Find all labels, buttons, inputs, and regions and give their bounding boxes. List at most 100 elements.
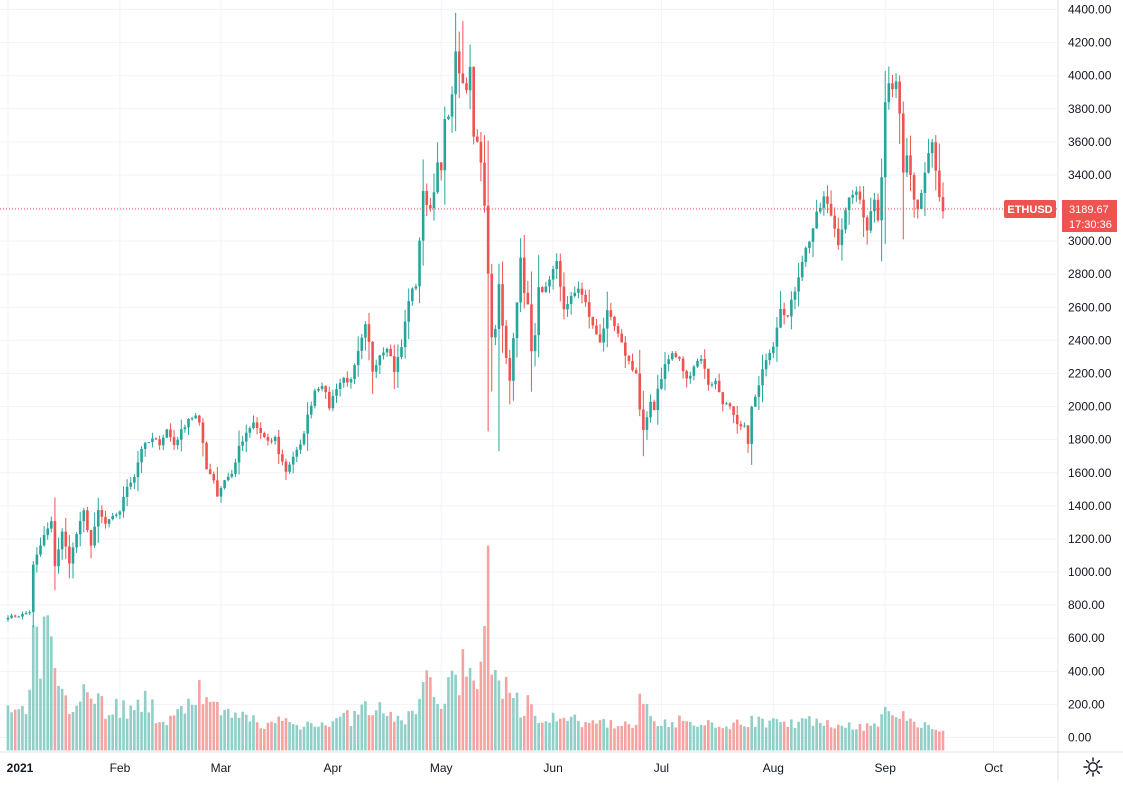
candle-body bbox=[313, 390, 317, 406]
volume-bar bbox=[165, 725, 169, 751]
candle-body bbox=[826, 196, 829, 204]
x-tick-label: Oct bbox=[984, 761, 1003, 775]
candle-body bbox=[645, 417, 649, 430]
candle-body bbox=[642, 409, 645, 430]
candle-body bbox=[855, 191, 858, 195]
candle-body bbox=[577, 288, 580, 293]
volume-bar bbox=[161, 721, 165, 751]
candle-body bbox=[194, 415, 198, 419]
x-tick-label: Jul bbox=[654, 761, 669, 775]
candle-body bbox=[270, 440, 273, 442]
candle-body bbox=[551, 269, 555, 280]
candle-body bbox=[822, 196, 826, 208]
volume-bar bbox=[129, 705, 133, 751]
candle-body bbox=[291, 456, 295, 465]
volume-bar bbox=[385, 715, 389, 751]
candle-body bbox=[609, 310, 613, 317]
volume-bar bbox=[122, 700, 125, 751]
candle-body bbox=[389, 348, 392, 357]
volume-bar bbox=[725, 726, 728, 751]
candle-body bbox=[930, 142, 934, 154]
y-tick-label: 4400.00 bbox=[1068, 3, 1112, 17]
volume-bar bbox=[371, 715, 374, 751]
y-tick-label: 2200.00 bbox=[1068, 367, 1112, 381]
volume-bar bbox=[732, 722, 735, 751]
candle-body bbox=[735, 414, 739, 425]
volume-bar bbox=[826, 720, 829, 751]
volume-bar bbox=[194, 705, 198, 751]
candle-body bbox=[934, 142, 938, 171]
volume-bar bbox=[920, 727, 923, 751]
candle-body bbox=[436, 162, 439, 193]
candle-body bbox=[761, 369, 764, 386]
candle-body bbox=[927, 153, 930, 173]
candle-body bbox=[624, 342, 627, 356]
candle-body bbox=[281, 454, 284, 462]
volume-bar bbox=[400, 720, 403, 751]
candle-body bbox=[454, 51, 457, 95]
volume-bar bbox=[429, 677, 432, 751]
volume-bar bbox=[439, 708, 443, 751]
candle-body bbox=[212, 474, 216, 481]
candle-body bbox=[486, 205, 490, 274]
candle-body bbox=[432, 192, 436, 209]
volume-bar bbox=[938, 731, 941, 751]
candle-body bbox=[68, 546, 71, 564]
candle-body bbox=[905, 155, 909, 173]
candle-body bbox=[584, 294, 587, 303]
volume-bar bbox=[746, 727, 750, 751]
volume-bar bbox=[414, 714, 418, 751]
volume-bar bbox=[313, 726, 317, 751]
volume-bar bbox=[133, 710, 136, 751]
candle-body bbox=[86, 510, 89, 531]
grid-layer bbox=[0, 0, 1058, 752]
candle-body bbox=[259, 428, 262, 434]
candle-body bbox=[309, 405, 313, 415]
candle-body bbox=[104, 516, 107, 524]
volume-bar bbox=[39, 678, 42, 751]
candle-body bbox=[472, 66, 475, 137]
volume-bar bbox=[100, 696, 104, 751]
candle-body bbox=[696, 360, 699, 367]
volume-bar bbox=[559, 718, 562, 751]
volume-bar bbox=[356, 714, 360, 751]
volume-bar bbox=[772, 718, 775, 751]
volume-bar bbox=[176, 709, 179, 751]
volume-bar bbox=[865, 723, 869, 751]
volume-bar bbox=[407, 711, 411, 751]
volume-bar bbox=[136, 699, 140, 751]
volume-bar bbox=[912, 721, 916, 751]
candle-body bbox=[699, 358, 703, 361]
candle-body bbox=[118, 511, 122, 515]
volume-bar bbox=[382, 713, 385, 751]
volume-bar bbox=[761, 718, 764, 751]
candle-body bbox=[418, 240, 421, 287]
settings-gear-icon[interactable] bbox=[1082, 756, 1104, 778]
candle-body bbox=[721, 392, 725, 405]
candle-body bbox=[837, 228, 840, 246]
candle-body bbox=[494, 328, 497, 338]
y-tick-label: 4200.00 bbox=[1068, 36, 1112, 50]
volume-bar bbox=[64, 695, 68, 751]
candle-body bbox=[573, 292, 577, 296]
candle-body bbox=[627, 355, 631, 361]
candle-body bbox=[667, 359, 670, 365]
candle-body bbox=[403, 321, 407, 348]
volume-bar bbox=[739, 724, 743, 751]
volume-bar bbox=[374, 710, 378, 751]
candle-body bbox=[457, 51, 461, 74]
volume-bar bbox=[479, 661, 483, 751]
volume-bar bbox=[699, 724, 703, 751]
volume-bar bbox=[670, 722, 674, 751]
candle-body bbox=[465, 83, 468, 91]
volume-bar bbox=[50, 636, 53, 751]
volume-bar bbox=[869, 725, 873, 751]
candle-body bbox=[288, 464, 291, 472]
candle-body bbox=[125, 486, 129, 497]
volume-bar bbox=[226, 708, 230, 751]
volume-bar bbox=[721, 728, 725, 751]
candle-body bbox=[790, 299, 793, 317]
candle-body bbox=[555, 261, 559, 270]
